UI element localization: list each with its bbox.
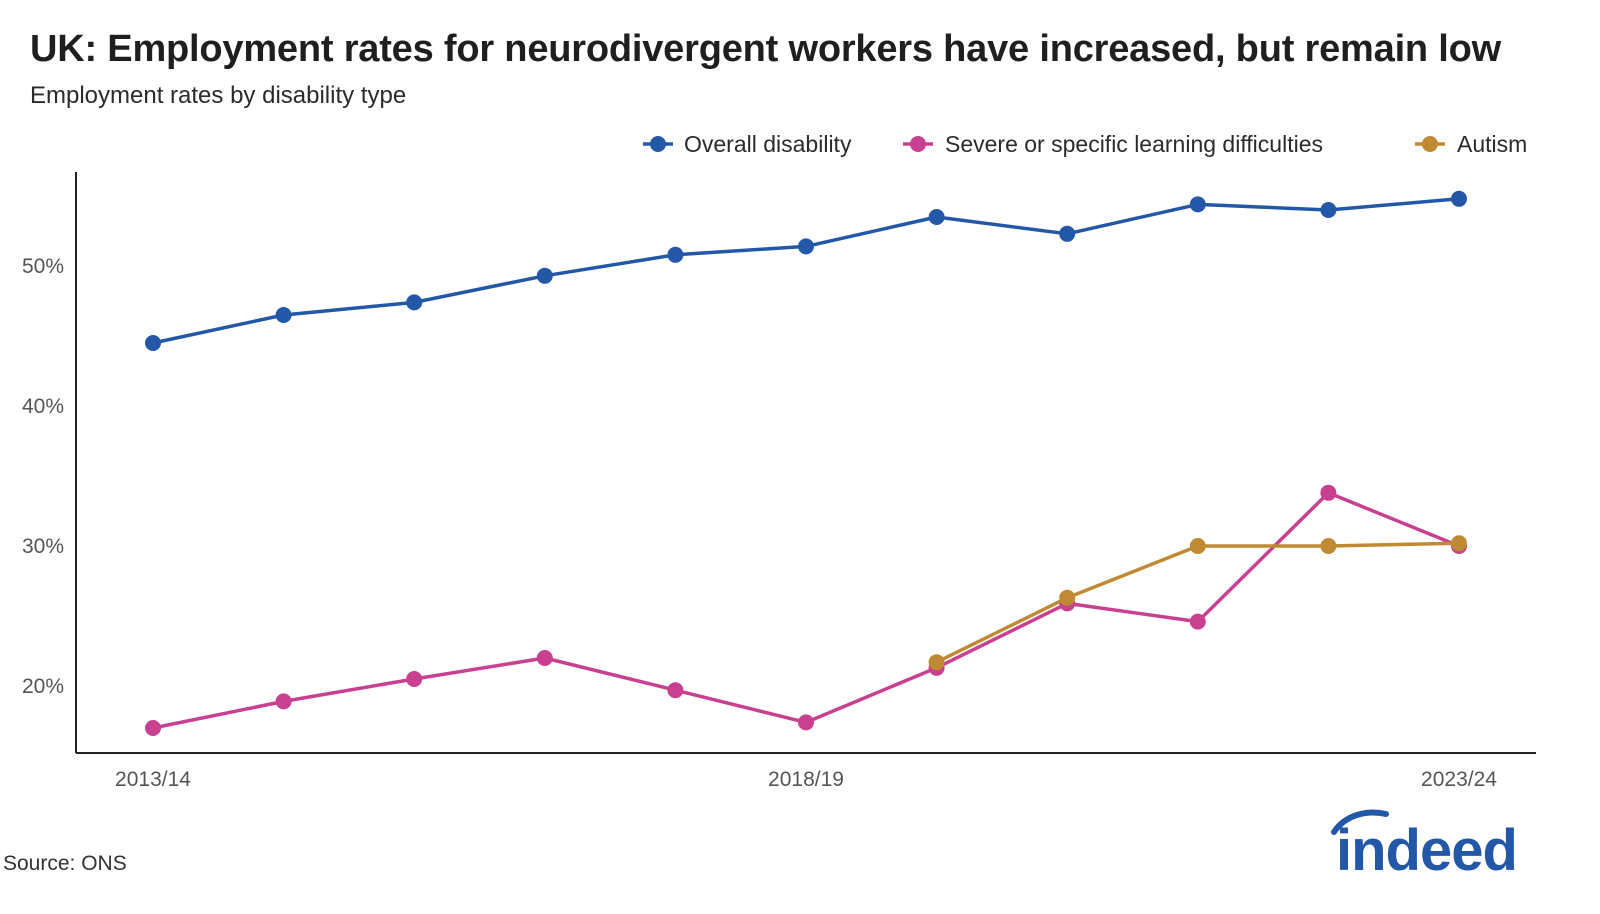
data-point-autism [1451,535,1467,552]
logo-wordmark: indeed [1336,818,1517,878]
data-point-learning [1189,613,1206,630]
data-point-autism [1320,538,1337,554]
y-tick-label: 50% [22,255,64,278]
data-point-learning [406,671,423,687]
data-point-learning [1320,484,1337,501]
data-point-learning [145,720,161,736]
legend-marker-overall [650,136,666,152]
legend-marker-learning [910,136,926,152]
data-point-overall [406,294,423,311]
logo-swoosh [1331,809,1389,835]
legend-marker-autism [1422,136,1438,152]
x-tick-label: 2018/19 [768,768,844,791]
data-point-overall [667,246,684,263]
data-point-learning [536,650,553,666]
data-point-overall [798,238,814,255]
chart-title: UK: Employment rates for neurodivergent … [30,28,1502,70]
x-tick-label: 2013/14 [115,768,191,791]
data-point-learning [667,682,684,699]
y-tick-label: 40% [22,395,64,418]
legend-label-learning: Severe or specific learning difficulties [945,131,1323,157]
data-point-overall [1189,196,1206,213]
y-tick-label: 30% [22,535,64,558]
data-point-learning [798,714,814,731]
data-point-overall [928,209,945,225]
data-point-overall [1451,190,1467,207]
data-point-overall [145,335,161,351]
chart-subtitle: Employment rates by disability type [30,82,407,109]
series-line-overall [152,197,1460,345]
data-point-autism [928,654,945,671]
data-point-overall [1320,202,1337,218]
y-tick-label: 20% [22,675,64,698]
data-point-learning [275,693,292,710]
data-point-autism [1189,538,1206,554]
data-point-overall [1059,225,1076,242]
data-point-overall [275,307,292,323]
data-point-overall [536,267,553,284]
legend-label-autism: Autism [1457,131,1527,157]
data-point-autism [1059,589,1076,606]
series-line-learning [152,491,1460,730]
source-note: Source: ONS [3,852,127,875]
x-tick-label: 2023/24 [1421,768,1497,791]
series-line-autism [935,541,1460,664]
legend-label-overall: Overall disability [684,131,852,157]
indeed-logo: indeed [1331,809,1518,878]
